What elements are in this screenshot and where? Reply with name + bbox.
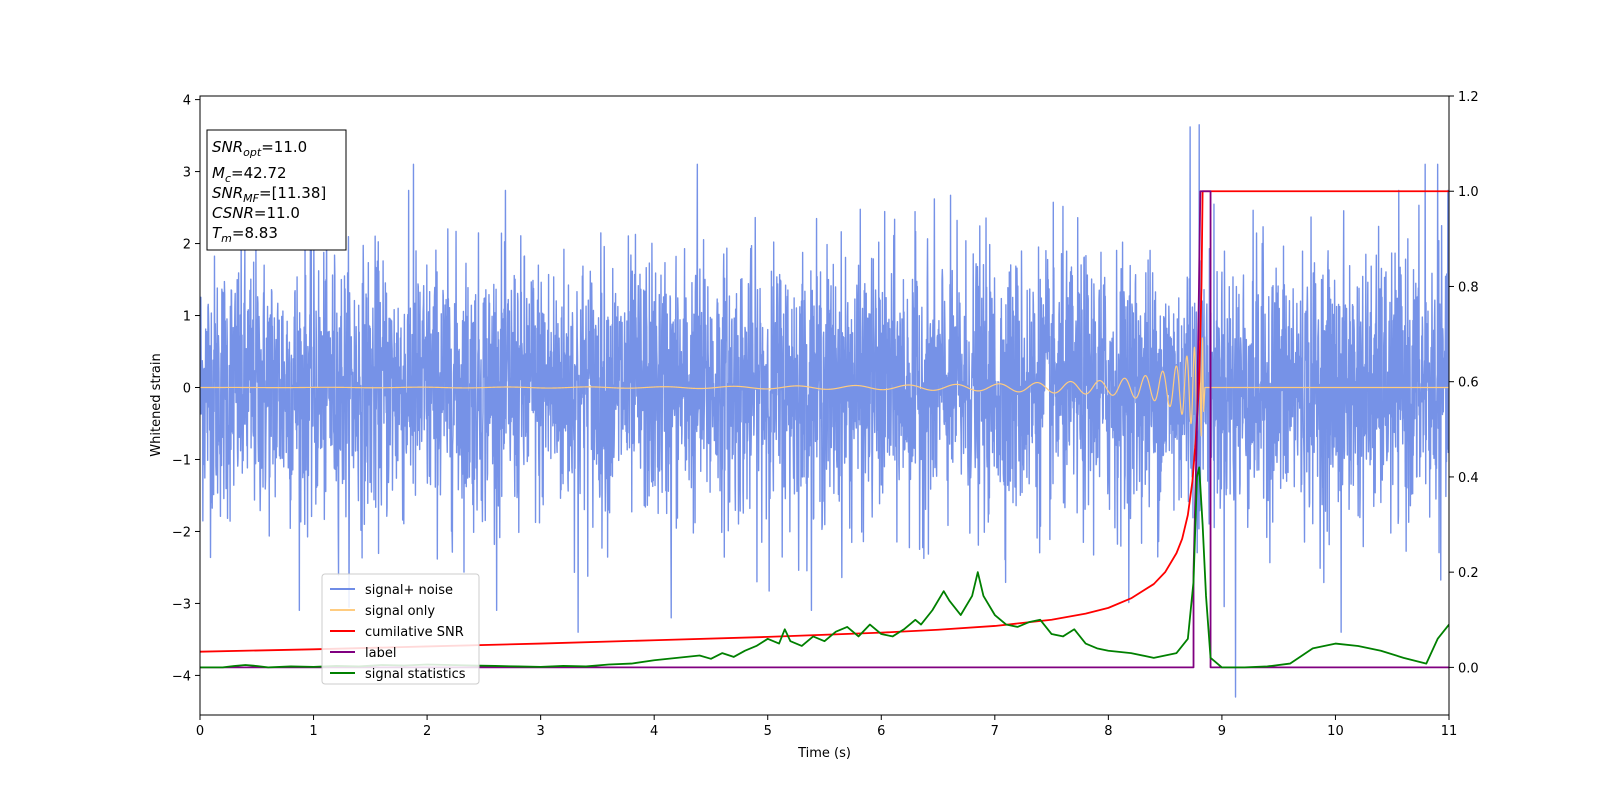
legend: signal+ noise signal only cumilative SNR la… — [321, 573, 480, 685]
x-tick-label: 1 — [309, 724, 317, 739]
legend-label-0: signal+ noise — [365, 583, 453, 598]
y-left-tick-label: 1 — [183, 310, 191, 325]
y-left-tick-label: 2 — [183, 238, 191, 253]
info-snr-mf: SNRMF=[11.38] — [212, 184, 326, 205]
x-tick-label: 8 — [1104, 724, 1112, 739]
legend-items: signal+ noise signal only cumilative SNR la… — [330, 583, 466, 682]
info-snr-opt: SNRopt=11.0 — [212, 138, 307, 159]
legend-frame — [321, 573, 480, 685]
plot-frame — [199, 95, 1450, 716]
legend-label-1: signal only — [365, 604, 435, 619]
y-left-tick-label: 4 — [183, 94, 191, 109]
x-tick-label: 7 — [991, 724, 999, 739]
series-line-1 — [200, 337, 1449, 437]
x-tick-label: 10 — [1327, 724, 1344, 739]
y-left-tick-label: −4 — [172, 669, 191, 684]
x-axis-label: Time (s) — [797, 746, 851, 761]
x-tick-label: 4 — [650, 724, 658, 739]
y-left-tick-label: −1 — [172, 453, 191, 468]
x-tick-label: 6 — [877, 724, 885, 739]
info-csnr: CSNR=11.0 — [212, 204, 300, 222]
y-right-tick-label: 0.2 — [1458, 566, 1479, 581]
x-tick-label: 2 — [423, 724, 431, 739]
legend-label-2: cumilative SNR — [365, 625, 464, 640]
x-tick-label: 3 — [536, 724, 544, 739]
y-right-tick-label: 1.0 — [1458, 185, 1479, 200]
info-box-frame — [206, 129, 347, 251]
y-left-tick-label: −2 — [172, 525, 191, 540]
y-right-tick-label: 0.8 — [1458, 280, 1479, 295]
y-right-tick-label: 0.4 — [1458, 471, 1479, 486]
y-axis-label: Whitened strain — [149, 353, 164, 456]
legend-label-4: signal statistics — [365, 667, 466, 682]
y-left-tick-label: −3 — [172, 597, 191, 612]
info-tm: Tm=8.83 — [212, 224, 278, 245]
series-line-3 — [200, 190, 1449, 669]
series-line-0 — [200, 124, 1449, 698]
y-left-tick-label: 3 — [183, 166, 191, 181]
x-tick-label: 0 — [196, 724, 204, 739]
x-tick-label: 11 — [1441, 724, 1458, 739]
series-line-2 — [200, 190, 1449, 653]
legend-label-3: label — [365, 646, 396, 661]
x-tick-label: 9 — [1218, 724, 1226, 739]
y-left-tick-label: 0 — [183, 382, 191, 397]
info-box: SNRopt=11.0 Mc=42.72 SNRMF=[11.38] CSNR=… — [206, 129, 347, 251]
info-mc: Mc=42.72 — [212, 164, 287, 185]
y-right-tick-label: 1.2 — [1458, 90, 1479, 105]
x-tick-label: 5 — [764, 724, 772, 739]
series-layer — [200, 124, 1449, 698]
y-right-tick-label: 0.0 — [1458, 661, 1479, 676]
ticks-layer: 0 1 2 3 4 5 6 7 8 9 10 1143210−1−2−3−41.21.00.80.60… — [172, 90, 1479, 739]
y-right-tick-label: 0.6 — [1458, 376, 1479, 391]
